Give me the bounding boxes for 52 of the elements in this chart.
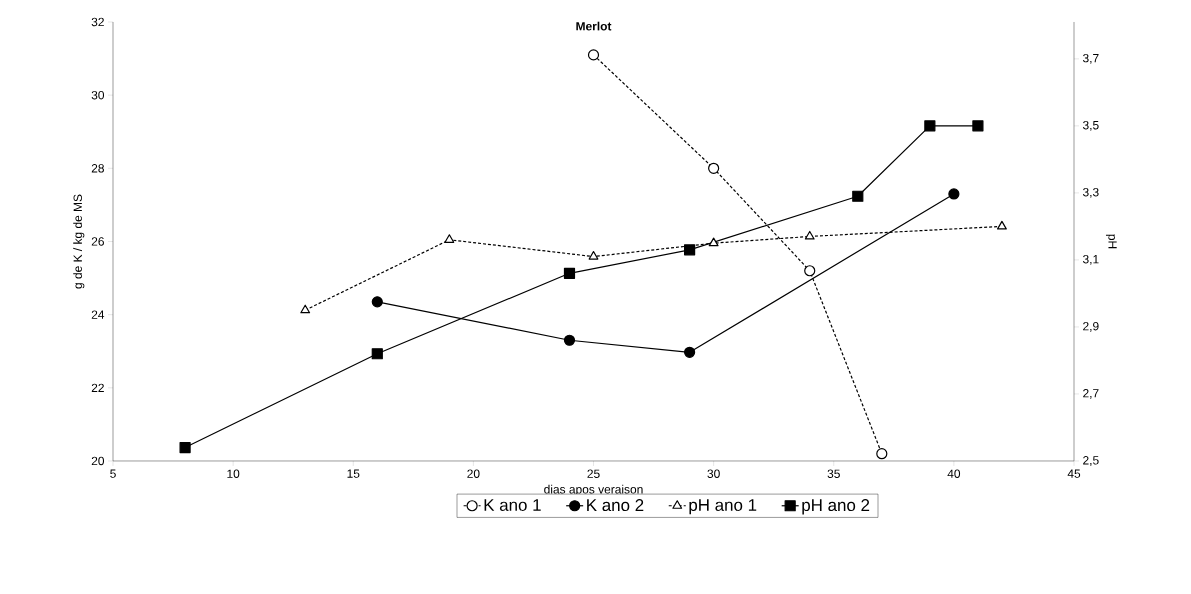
point xyxy=(300,304,311,314)
legend-label: K ano 2 xyxy=(587,499,644,512)
y-tick-label: 30 xyxy=(91,90,105,100)
point xyxy=(179,441,191,454)
y2-tick-label: 3,3 xyxy=(1082,187,1099,198)
x-tick-label: 45 xyxy=(1067,469,1081,478)
x-tick-label: 20 xyxy=(467,469,480,478)
y2-tick-label: 2,9 xyxy=(1083,322,1099,332)
y-tick-label: 26 xyxy=(91,237,104,246)
y2-tick-label: 2,7 xyxy=(1083,389,1099,399)
x-tick-label: 5 xyxy=(110,469,116,478)
point xyxy=(924,120,936,132)
point xyxy=(876,448,888,460)
x-tick-label: 40 xyxy=(947,469,961,478)
legend-label: pH ano 2 xyxy=(802,499,870,515)
y2-tick-label: 3,5 xyxy=(1082,120,1099,131)
x-axis-title: dias apos veraison xyxy=(544,484,643,496)
y-tick-label: 20 xyxy=(91,456,105,466)
chart-title: Merlot xyxy=(576,21,612,31)
y2-axis-title: pH xyxy=(1105,234,1117,249)
point xyxy=(371,348,383,360)
point xyxy=(708,237,719,247)
x-tick-label: 10 xyxy=(227,469,240,478)
point xyxy=(804,230,815,240)
point xyxy=(444,234,455,243)
point xyxy=(684,244,696,256)
point xyxy=(708,162,720,174)
y2-tick-label: 2,5 xyxy=(1083,456,1099,466)
point xyxy=(588,250,599,260)
y-tick-label: 32 xyxy=(91,17,104,27)
y2-tick-label: 3,7 xyxy=(1082,53,1099,64)
point xyxy=(684,346,696,358)
point xyxy=(563,334,576,346)
y-axis-title: g de K / kg de MS xyxy=(73,194,85,289)
y-tick-label: 28 xyxy=(91,164,104,173)
point xyxy=(587,49,600,61)
point xyxy=(948,188,960,200)
x-tick-label: 15 xyxy=(347,469,360,478)
x-tick-label: 35 xyxy=(827,469,840,478)
point xyxy=(997,220,1007,230)
point xyxy=(972,120,984,132)
x-tick-label: 30 xyxy=(707,469,720,478)
x-tick-label: 25 xyxy=(587,469,600,478)
y-tick-label: 24 xyxy=(91,310,105,319)
point xyxy=(852,190,864,202)
legend-label: K ano 1 xyxy=(484,499,541,512)
legend-label: pH ano 1 xyxy=(689,499,757,515)
y-tick-label: 22 xyxy=(91,383,104,392)
y2-tick-label: 3,1 xyxy=(1082,254,1099,265)
point xyxy=(804,265,816,277)
point xyxy=(563,267,576,279)
point xyxy=(371,296,383,308)
